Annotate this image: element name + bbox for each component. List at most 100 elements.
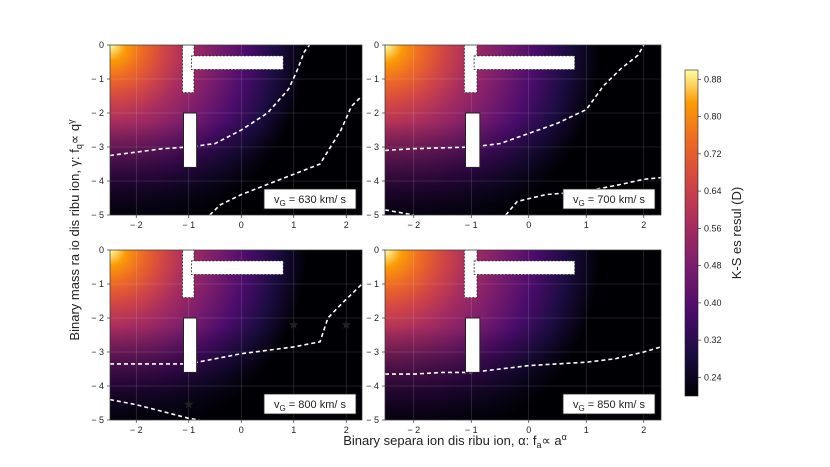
- panel-frame: [384, 249, 662, 421]
- colorbar-label: K-S es resul (D): [729, 187, 744, 279]
- x-tick-label: − 2: [407, 425, 420, 435]
- x-tick-label: − 1: [465, 220, 478, 230]
- x-axis-label: Binary separa ion dis ribu ion, α: fa∝ a…: [343, 432, 567, 450]
- excluded-strip-horizontal: [190, 260, 284, 275]
- x-tick-label: 2: [641, 220, 646, 230]
- contour-line: [385, 209, 414, 215]
- colorbar-bar: [684, 69, 699, 397]
- y-tick-label: − 2: [366, 108, 379, 118]
- excluded-strip-horizontal: [473, 55, 576, 70]
- panel-frame: [109, 249, 363, 421]
- y-tick-label: − 1: [91, 279, 104, 289]
- y-tick-label: − 5: [366, 210, 379, 220]
- y-tick-label: 0: [374, 40, 379, 50]
- heatmap-shade: [385, 250, 661, 420]
- colorbar-tick-label: 0.88: [704, 74, 722, 84]
- star-marker: ★: [340, 317, 352, 332]
- excluded-box: [465, 317, 481, 373]
- excluded-strip-horizontal: [473, 260, 576, 275]
- velocity-label-box: [263, 188, 357, 210]
- velocity-label: vG = 800 km/ s: [274, 399, 346, 413]
- y-tick-label: − 4: [91, 381, 104, 391]
- x-tick-label: 1: [291, 425, 296, 435]
- velocity-label: vG = 630 km/ s: [274, 194, 346, 208]
- heatmap-shade: [110, 45, 362, 215]
- y-tick-label: − 1: [91, 74, 104, 84]
- contour-line: [110, 398, 200, 420]
- colorbar-ticks: 0.24 0.32 0.40 0.48 0.56 0.64 0.72 0.80 0.88: [698, 74, 722, 382]
- colorbar-tick-label: 0.32: [704, 335, 722, 345]
- y-tick-label: − 5: [91, 210, 104, 220]
- colorbar-tick-label: 0.48: [704, 261, 722, 271]
- velocity-label: vG = 850 km/ s: [573, 399, 645, 413]
- y-tick-label: 0: [374, 245, 379, 255]
- x-tick-label: 0: [526, 220, 531, 230]
- heatmap-shade: [385, 45, 661, 215]
- panel-frame: [109, 44, 363, 216]
- x-tick-label: 1: [584, 425, 589, 435]
- y-tick-label: − 5: [91, 415, 104, 425]
- x-tick-label: − 1: [465, 425, 478, 435]
- y-tick-label: − 1: [366, 74, 379, 84]
- heatmap-field: [110, 250, 362, 420]
- panel-2: vG = 700 km/ s − 2 − 1 0 1 2 0 − 1 − 2 − 3 − 4 − 5: [366, 40, 662, 230]
- velocity-label: vG = 700 km/ s: [573, 194, 645, 208]
- y-tick-label: − 4: [91, 176, 104, 186]
- colorbar-tick-label: 0.72: [704, 149, 722, 159]
- x-tick-label: − 1: [182, 220, 195, 230]
- velocity-label-box: [562, 188, 656, 210]
- x-tick-label: 0: [526, 425, 531, 435]
- y-tick-label: − 3: [366, 142, 379, 152]
- y-axis-label: Binary mass ra io dis ribu ion, γ: fq∝ q…: [66, 119, 84, 341]
- panel-frame: [384, 44, 662, 216]
- x-tick-label: − 2: [407, 220, 420, 230]
- panel-4: vG = 850 km/ s − 2 − 1 0 1 2 0 − 1 − 2 − 3 − 4 − 5: [366, 245, 662, 435]
- contour-line: [110, 45, 311, 157]
- excluded-box: [465, 112, 481, 168]
- x-tick-label: 1: [291, 220, 296, 230]
- panel-1: vG = 630 km/ s − 2 − 1 0 1 2 0 − 1 − 2 − 3 − 4 − 5: [91, 40, 363, 230]
- velocity-label-box: [562, 393, 656, 415]
- y-tick-label: − 3: [366, 347, 379, 357]
- contour-line: [385, 346, 661, 375]
- contour-line: [209, 95, 362, 215]
- colorbar-tick-label: 0.64: [704, 186, 722, 196]
- colorbar: 0.24 0.32 0.40 0.48 0.56 0.64 0.72 0.80 0.88 K-S…: [684, 69, 744, 397]
- star-marker: ★: [288, 317, 300, 332]
- heatmap-shade: [110, 250, 362, 420]
- contour-line: [110, 283, 362, 365]
- x-tick-label: 1: [584, 220, 589, 230]
- heatmap-field: [110, 45, 362, 215]
- x-tick-label: 0: [239, 220, 244, 230]
- panel-3: ★ ★ ★ vG = 800 km/ s − 2 − 1 0 1 2 0 − 1 − 2 − 3 − 4 −…: [91, 245, 363, 435]
- x-tick-label: − 2: [130, 220, 143, 230]
- heatmap-field: [385, 250, 661, 420]
- y-tick-label: − 2: [366, 313, 379, 323]
- colorbar-tick-label: 0.24: [704, 372, 722, 382]
- x-tick-label: − 1: [182, 425, 195, 435]
- contour-line: [385, 45, 645, 152]
- y-tick-label: − 4: [366, 381, 379, 391]
- x-tick-label: − 2: [130, 425, 143, 435]
- y-tick-label: − 4: [366, 176, 379, 186]
- colorbar-tick-label: 0.56: [704, 223, 722, 233]
- y-tick-label: − 2: [91, 108, 104, 118]
- heatmap-field: [385, 45, 661, 215]
- y-tick-label: − 3: [91, 142, 104, 152]
- x-tick-label: 0: [239, 425, 244, 435]
- y-tick-label: − 5: [366, 415, 379, 425]
- panels: vG = 630 km/ s− 2− 1 0 1 20− 1− 2− 3− 4− 5v…: [91, 40, 662, 435]
- y-tick-label: − 2: [91, 313, 104, 323]
- excluded-box: [183, 112, 198, 168]
- excluded-strip-horizontal: [190, 55, 284, 70]
- y-tick-label: 0: [99, 40, 104, 50]
- velocity-label-box: [263, 393, 357, 415]
- excluded-box: [183, 317, 198, 373]
- x-tick-label: 2: [344, 220, 349, 230]
- y-tick-label: 0: [99, 245, 104, 255]
- x-tick-label: 2: [641, 425, 646, 435]
- x-tick-label: 2: [344, 425, 349, 435]
- colorbar-tick-label: 0.40: [704, 298, 722, 308]
- y-tick-label: − 3: [91, 347, 104, 357]
